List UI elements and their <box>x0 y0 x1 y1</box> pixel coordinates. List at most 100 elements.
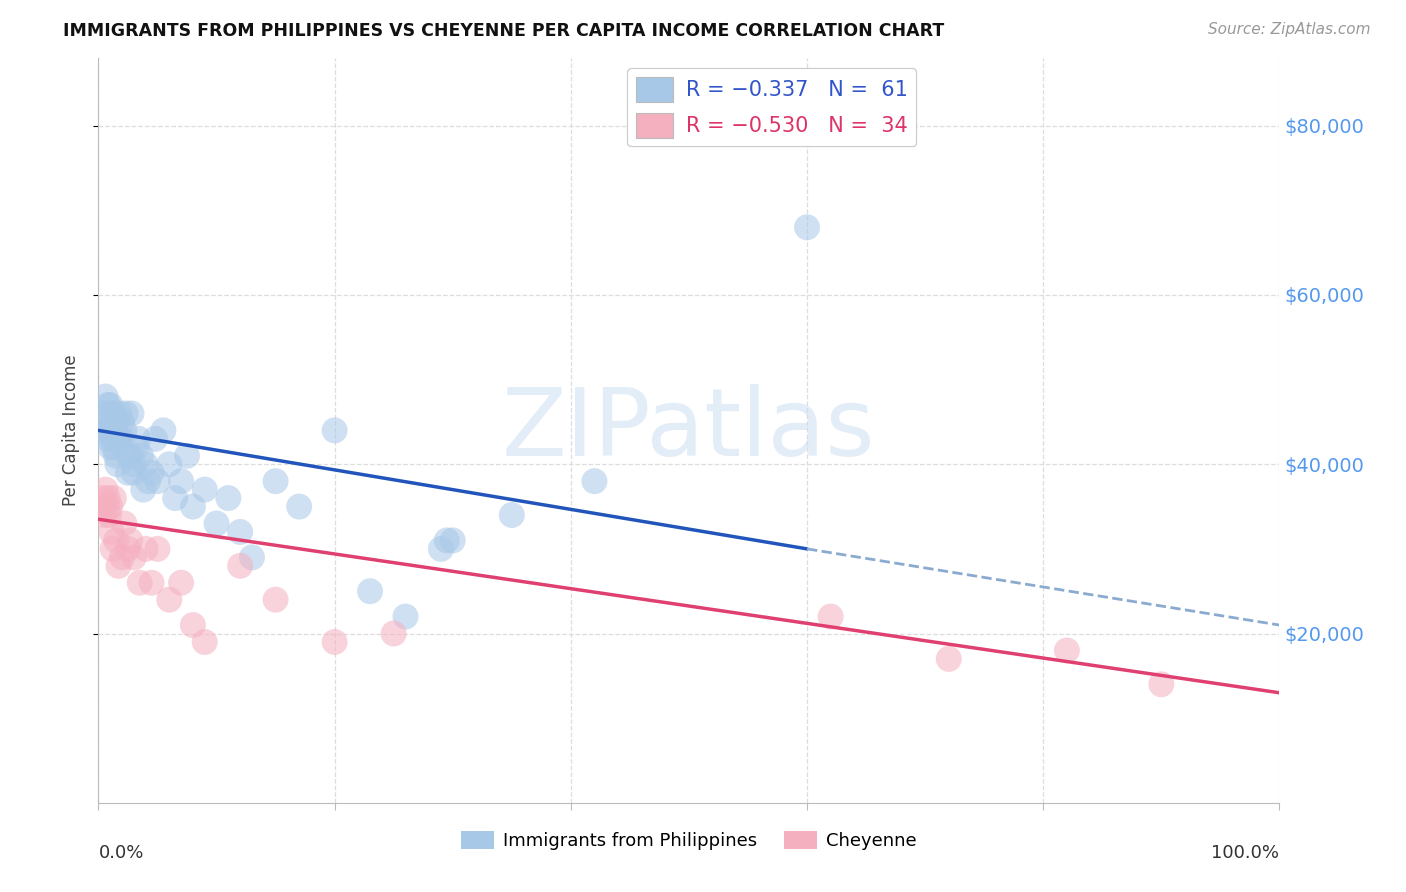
Text: 100.0%: 100.0% <box>1212 844 1279 862</box>
Point <box>98 415 121 429</box>
Point <box>117 466 139 480</box>
Point <box>820 609 842 624</box>
Point <box>229 558 252 573</box>
Point <box>103 407 125 421</box>
Point <box>359 584 381 599</box>
Point <box>94 390 117 404</box>
Point <box>96 500 118 514</box>
Text: ZIPatlas: ZIPatlas <box>502 384 876 476</box>
Point <box>583 474 606 488</box>
Point <box>143 432 166 446</box>
Point <box>136 474 159 488</box>
Point <box>94 415 117 429</box>
Text: Source: ZipAtlas.com: Source: ZipAtlas.com <box>1208 22 1371 37</box>
Point <box>97 491 120 505</box>
Point <box>104 424 127 438</box>
Point <box>98 500 121 514</box>
Point <box>229 524 252 539</box>
Point <box>107 432 129 446</box>
Point <box>181 500 204 514</box>
Point <box>132 483 155 497</box>
Point <box>91 424 114 438</box>
Point <box>117 449 139 463</box>
Point <box>240 550 263 565</box>
Point <box>264 592 287 607</box>
Point <box>165 491 187 505</box>
Point <box>111 415 134 429</box>
Point <box>122 457 145 471</box>
Point <box>96 424 118 438</box>
Legend: R = −0.337   N =  61, R = −0.530   N =  34: R = −0.337 N = 61, R = −0.530 N = 34 <box>627 69 915 146</box>
Point <box>101 541 124 556</box>
Point <box>323 424 346 438</box>
Point <box>103 491 125 505</box>
Point <box>170 575 193 590</box>
Point <box>146 541 169 556</box>
Point <box>100 424 122 438</box>
Y-axis label: Per Capita Income: Per Capita Income <box>62 355 80 506</box>
Point <box>125 440 148 454</box>
Point <box>129 449 152 463</box>
Point <box>117 541 139 556</box>
Point <box>135 457 157 471</box>
Point <box>141 466 163 480</box>
Point <box>103 440 125 454</box>
Point <box>107 558 129 573</box>
Point <box>135 541 157 556</box>
Point <box>194 483 217 497</box>
Point <box>796 220 818 235</box>
Point <box>120 449 142 463</box>
Point <box>181 618 204 632</box>
Point <box>100 524 122 539</box>
Point <box>120 533 142 548</box>
Point <box>441 533 464 548</box>
Point <box>114 407 136 421</box>
Point <box>122 550 145 565</box>
Point <box>128 432 150 446</box>
Point <box>121 407 143 421</box>
Point <box>176 449 198 463</box>
Point <box>394 609 416 624</box>
Point <box>97 398 120 412</box>
Point <box>98 398 121 412</box>
Point <box>112 516 135 531</box>
Point <box>112 424 135 438</box>
Point <box>288 500 311 514</box>
Point <box>194 635 217 649</box>
Point <box>382 626 405 640</box>
Point <box>128 575 150 590</box>
Point <box>205 516 228 531</box>
Point <box>91 500 114 514</box>
Point <box>105 533 128 548</box>
Point <box>91 491 114 505</box>
Point <box>157 457 180 471</box>
Point <box>122 466 145 480</box>
Point <box>501 508 523 522</box>
Point <box>323 635 346 649</box>
Point <box>98 508 121 522</box>
Point <box>1056 643 1078 657</box>
Text: 0.0%: 0.0% <box>98 844 143 862</box>
Point <box>146 474 169 488</box>
Point <box>108 407 131 421</box>
Point <box>141 575 163 590</box>
Point <box>152 424 174 438</box>
Text: IMMIGRANTS FROM PHILIPPINES VS CHEYENNE PER CAPITA INCOME CORRELATION CHART: IMMIGRANTS FROM PHILIPPINES VS CHEYENNE … <box>63 22 945 40</box>
Point <box>97 432 120 446</box>
Point <box>105 449 128 463</box>
Point <box>157 592 180 607</box>
Point <box>98 440 121 454</box>
Point <box>105 415 128 429</box>
Point <box>94 483 117 497</box>
Point <box>93 508 115 522</box>
Point <box>1150 677 1173 691</box>
Point <box>105 457 128 471</box>
Point <box>430 541 453 556</box>
Point <box>93 407 115 421</box>
Point <box>436 533 458 548</box>
Point <box>264 474 287 488</box>
Point <box>101 432 124 446</box>
Point <box>938 652 960 666</box>
Point <box>217 491 239 505</box>
Point <box>111 432 134 446</box>
